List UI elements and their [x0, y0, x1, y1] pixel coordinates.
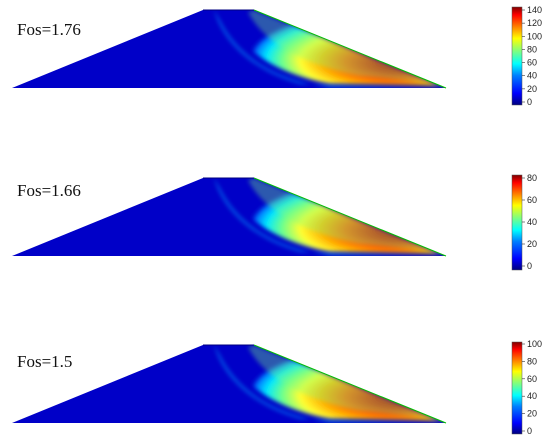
- stress-panel-3: Fos=1.5 100 80 60 40 20 0: [12, 339, 542, 436]
- colorbar-tick-label: 80: [527, 44, 537, 54]
- colorbar-tick-label: 100: [527, 31, 542, 41]
- dam-section-3: [12, 344, 447, 424]
- colorbar-tick-label: 20: [527, 84, 537, 94]
- colorbar-tick-label: 140: [527, 5, 542, 15]
- fos-label-2: Fos=1.66: [17, 181, 81, 200]
- colorbar-tick-label: 40: [527, 217, 537, 227]
- fos-label-3: Fos=1.5: [17, 352, 72, 371]
- colorbar-tick-label: 0: [527, 261, 532, 271]
- colorbar-tick-label: 0: [527, 97, 532, 107]
- colorbar-tick-label: 100: [527, 339, 542, 349]
- colorbar-tick-label: 20: [527, 409, 537, 419]
- colorbar-tick-label: 0: [527, 426, 532, 436]
- colorbar-tick-label: 60: [527, 374, 537, 384]
- colorbar-2: 80 60 40 20 0: [511, 173, 537, 271]
- fos-label-1: Fos=1.76: [17, 20, 81, 39]
- stress-panel-2: Fos=1.66 80 60 40 20 0: [12, 173, 537, 271]
- dam-section-2: [12, 177, 447, 257]
- colorbar-3: 100 80 60 40 20 0: [511, 339, 542, 436]
- dam-section-1: [12, 9, 447, 89]
- colorbar-tick-label: 80: [527, 173, 537, 183]
- colorbar-tick-label: 80: [527, 356, 537, 366]
- colorbar-tick-label: 120: [527, 18, 542, 28]
- stress-panel-1: Fos=1.76 140 120 100 80 60 40 20 0: [12, 5, 542, 107]
- colorbar-1: 140 120 100 80 60 40 20 0: [511, 5, 542, 107]
- colorbar-tick-label: 20: [527, 239, 537, 249]
- colorbar-tick-label: 40: [527, 71, 537, 81]
- colorbar-tick-label: 40: [527, 391, 537, 401]
- colorbar-tick-label: 60: [527, 58, 537, 68]
- colorbar-tick-label: 60: [527, 195, 537, 205]
